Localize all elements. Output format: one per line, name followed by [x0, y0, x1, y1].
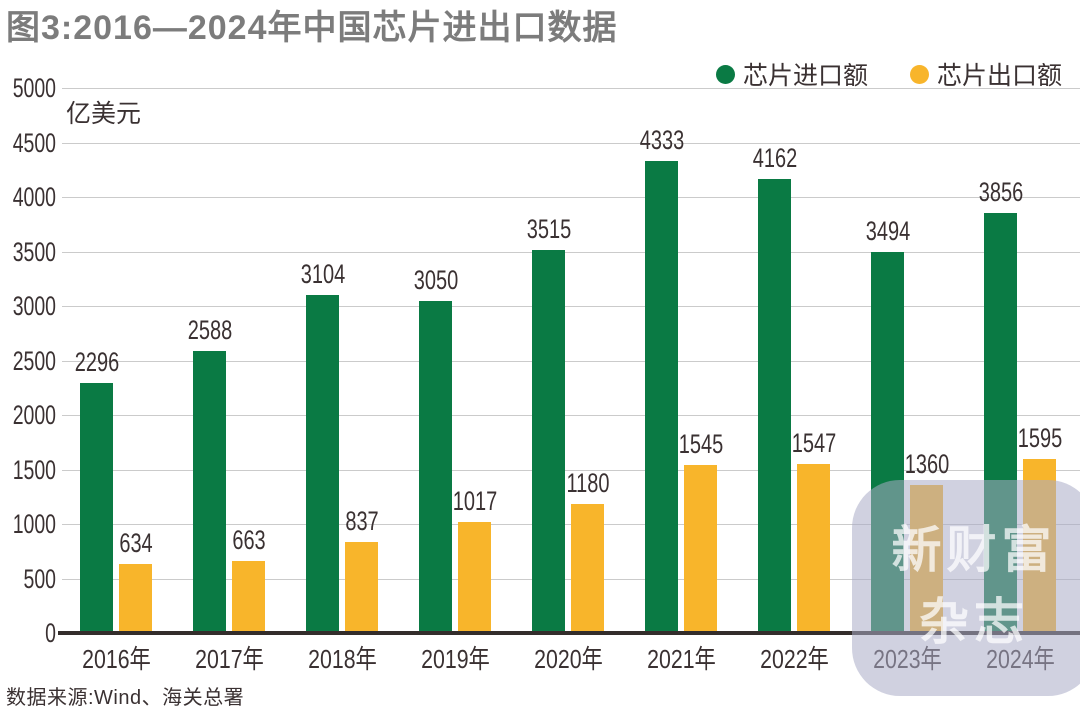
x-tick-label-2017年: 2017年 [194, 644, 264, 674]
grid-line [62, 469, 1080, 471]
watermark-line1: 新财富 [891, 522, 1057, 578]
y-tick-label: 4000 [12, 182, 56, 212]
x-tick-label-2018年: 2018年 [307, 644, 377, 674]
bar-value-label: 663 [231, 524, 266, 555]
bar-value-label: 4162 [752, 143, 797, 174]
watermark-badge: 新财富 杂志 [852, 480, 1080, 696]
grid-line [62, 360, 1080, 362]
bar-export-2020年 [571, 504, 604, 633]
bar-export-2016年 [119, 563, 152, 633]
x-tick-label-2016年: 2016年 [81, 644, 151, 674]
bar-value-label: 1595 [1017, 423, 1062, 454]
bar-value-label: 2588 [187, 314, 232, 345]
bar-import-2021年 [645, 160, 678, 633]
data-source-note: 数据来源:Wind、海关总署 [6, 687, 245, 709]
chart-legend: 芯片进口额 芯片出口额 [715, 56, 1062, 92]
y-tick-label: 2500 [12, 345, 56, 376]
bar-export-2022年 [797, 464, 830, 633]
bar-value-label: 837 [344, 505, 379, 536]
y-axis-unit-label: 亿美元 [66, 100, 142, 128]
bar-export-2019年 [458, 522, 491, 633]
bar-import-2017年 [193, 350, 226, 633]
y-tick-label: 3500 [12, 236, 56, 267]
legend-label: 芯片出口额 [936, 62, 1062, 90]
bar-value-label: 1360 [904, 448, 949, 479]
grid-line [62, 88, 1080, 89]
x-tick-label-2022年: 2022年 [759, 644, 829, 674]
grid-line [62, 251, 1080, 253]
x-tick-label-2020年: 2020年 [533, 644, 603, 674]
bar-value-label: 3856 [978, 176, 1023, 207]
legend-item-import: 芯片进口额 [715, 56, 868, 92]
legend-label: 芯片进口额 [742, 62, 868, 90]
bar-export-2018年 [345, 541, 378, 633]
bar-value-label: 3515 [526, 213, 571, 244]
legend-swatch-icon [715, 64, 735, 84]
y-tick-label: 1000 [12, 509, 56, 539]
bar-value-label: 1180 [566, 468, 609, 499]
y-tick-label: 4500 [12, 127, 56, 158]
y-tick-label: 3000 [12, 291, 56, 321]
y-tick-label: 5000 [12, 73, 56, 103]
legend-swatch-icon [909, 64, 929, 84]
bar-value-label: 634 [118, 527, 153, 558]
legend-item-export: 芯片出口额 [909, 56, 1062, 92]
bar-import-2019年 [419, 300, 452, 633]
bar-import-2020年 [532, 249, 565, 633]
bar-import-2016年 [80, 382, 113, 633]
bar-value-label: 3104 [300, 258, 345, 289]
x-tick-label-2019年: 2019年 [420, 644, 490, 674]
x-tick-label-2021年: 2021年 [646, 644, 716, 674]
x-axis-line [58, 631, 1080, 635]
chart-title: 图3:2016—2024年中国芯片进出口数据 [6, 9, 618, 47]
bar-value-label: 4333 [639, 124, 684, 155]
bar-value-label: 1547 [791, 428, 836, 459]
bar-value-label: 3494 [865, 216, 910, 247]
grid-line [62, 306, 1080, 307]
bar-value-label: 1017 [452, 486, 497, 517]
y-tick-label: 500 [23, 563, 56, 594]
bar-value-label: 1545 [678, 428, 723, 459]
bar-export-2021年 [684, 464, 717, 633]
bar-value-label: 3050 [413, 264, 458, 295]
bar-import-2018年 [306, 294, 339, 633]
grid-line [62, 197, 1080, 198]
y-tick-label: 2000 [12, 400, 56, 430]
grid-line [62, 142, 1080, 144]
bar-export-2017年 [232, 560, 265, 633]
grid-line [62, 415, 1080, 416]
y-tick-label: 1500 [12, 454, 56, 485]
bar-import-2022年 [758, 179, 791, 633]
watermark-line2: 杂志 [919, 594, 1029, 650]
bar-value-label: 2296 [74, 346, 119, 377]
y-tick-label: 0 [45, 618, 56, 648]
